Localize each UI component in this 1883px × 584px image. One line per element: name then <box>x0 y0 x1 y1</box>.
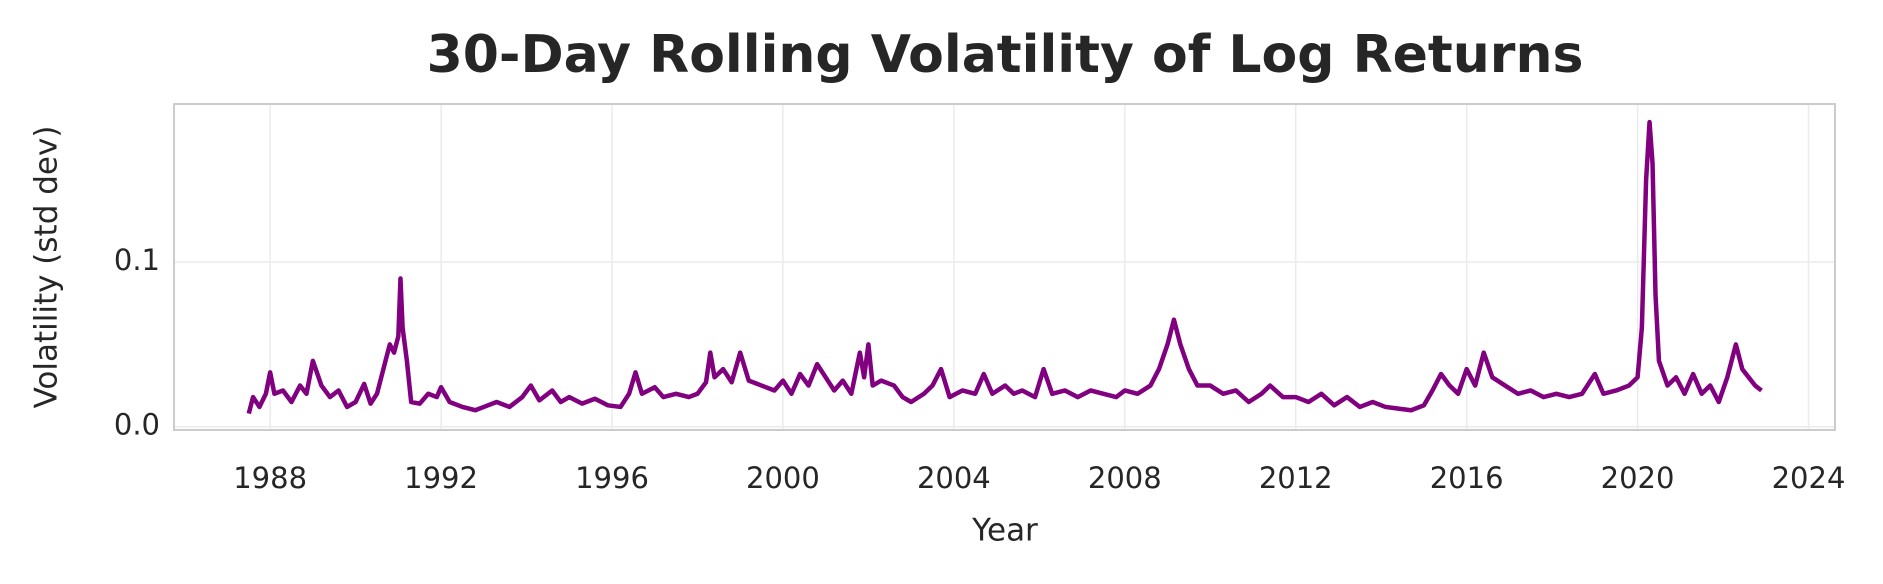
y-tick-label: 0.1 <box>114 243 160 277</box>
x-tick-label: 2000 <box>746 461 820 495</box>
plot-frame <box>173 103 1836 431</box>
x-axis-label: Year <box>971 513 1038 549</box>
x-tick-label: 2016 <box>1430 461 1504 495</box>
chart-title: 30-Day Rolling Volatility of Log Returns <box>427 25 1584 85</box>
x-tick-label: 1996 <box>575 461 649 495</box>
x-tick-label: 2020 <box>1601 461 1675 495</box>
x-tick-label: 2012 <box>1259 461 1333 495</box>
x-tick-label: 2008 <box>1088 461 1162 495</box>
x-tick-label: 1992 <box>404 461 478 495</box>
x-tick-label: 1988 <box>233 461 307 495</box>
y-tick-label: 0.0 <box>114 408 160 442</box>
y-axis-label: Volatility (std dev) <box>29 126 65 409</box>
x-tick-label: 2004 <box>917 461 991 495</box>
x-tick-label: 2024 <box>1772 461 1846 495</box>
line-series <box>246 119 1763 415</box>
